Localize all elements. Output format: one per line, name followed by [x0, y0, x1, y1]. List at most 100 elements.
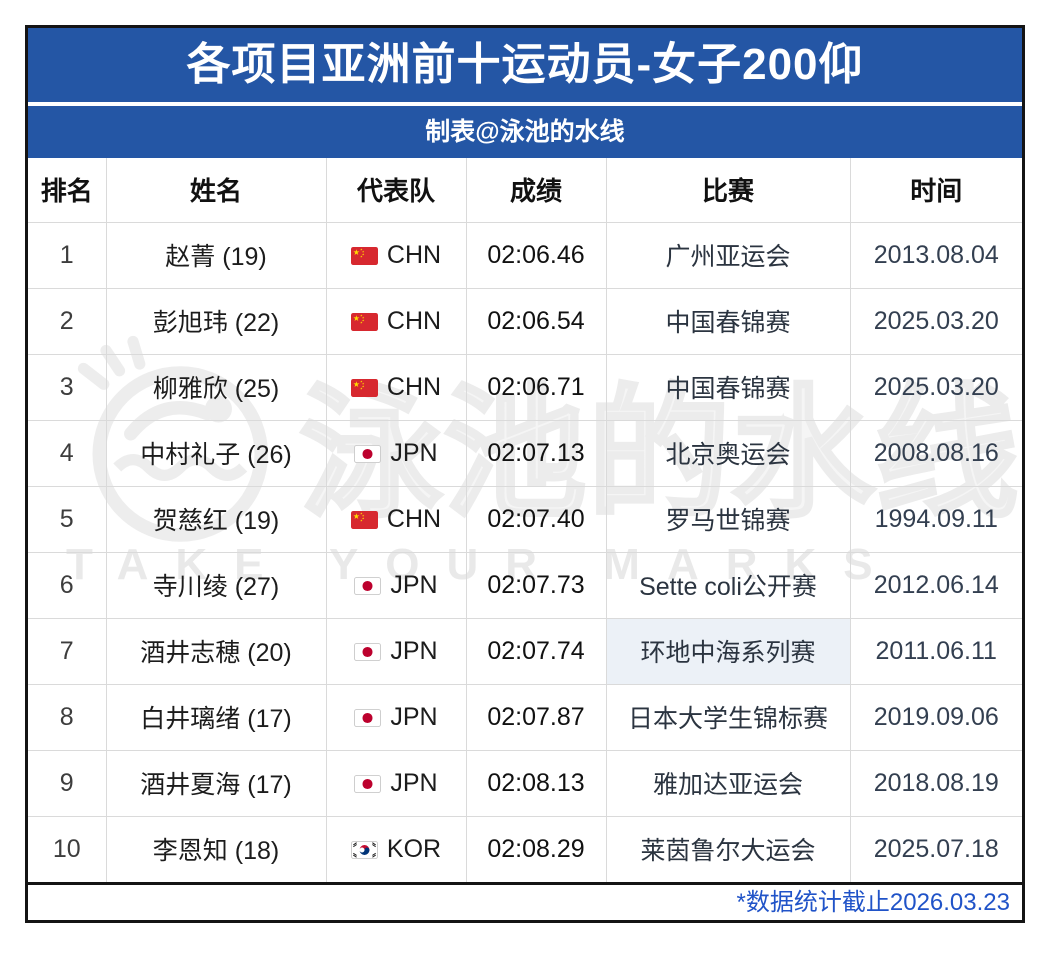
table-row: 4 中村礼子 (26) JPN 02:07.13 北京奥运会 2008.08.16 [28, 420, 1022, 487]
table-row: 3 柳雅欣 (25) CHN 02:06.71 中国春锦赛 2025.03.20 [28, 354, 1022, 421]
table-row: 9 酒井夏海 (17) JPN 02:08.13 雅加达亚运会 2018.08.19 [28, 750, 1022, 817]
competition-cell: 环地中海系列赛 [606, 618, 851, 685]
column-header: 成绩 [466, 158, 607, 223]
result-cell: 02:06.71 [466, 354, 607, 421]
column-header: 排名 [28, 158, 107, 223]
header-row: 排名 姓名 代表队 成绩 比赛 时间 [28, 158, 1022, 223]
table-row: 7 酒井志穂 (20) JPN 02:07.74 环地中海系列赛 2011.06.11 [28, 618, 1022, 685]
result-cell: 02:07.40 [466, 486, 607, 553]
competition-cell: 广州亚运会 [606, 222, 851, 289]
footer-band: *数据统计截止2026.03.23 [28, 882, 1022, 920]
date-cell: 2008.08.16 [850, 420, 1022, 487]
team-cell: JPN [326, 420, 467, 487]
competition-cell: 雅加达亚运会 [606, 750, 851, 817]
flag-jpn-icon [354, 637, 382, 666]
competition-cell: 中国春锦赛 [606, 288, 851, 355]
competition-cell: 日本大学生锦标赛 [606, 684, 851, 751]
competition-cell: 北京奥运会 [606, 420, 851, 487]
result-cell: 02:07.13 [466, 420, 607, 487]
team-code: CHN [386, 372, 442, 401]
team-cell: CHN [326, 288, 467, 355]
team-code: JPN [390, 768, 438, 797]
date-cell: 2025.07.18 [873, 834, 999, 863]
competition-cell: Sette coli公开赛 [606, 552, 851, 619]
flag-kor-icon [350, 835, 378, 864]
flag-jpn-icon [354, 769, 382, 798]
rank-cell: 4 [28, 420, 107, 487]
name-cell: 寺川绫 (27) [106, 552, 327, 619]
rank-cell: 8 [28, 684, 107, 751]
team-code: CHN [386, 306, 442, 335]
subtitle-band: 制表@泳池的水线 [28, 106, 1022, 158]
title-band: 各项目亚洲前十运动员-女子200仰 [28, 28, 1022, 106]
rank-cell: 6 [28, 552, 107, 619]
column-header: 时间 [850, 158, 1022, 223]
table-row: 6 寺川绫 (27) JPN 02:07.73 Sette coli公开赛 2012.06… [28, 552, 1022, 619]
flag-chn-icon [350, 241, 378, 270]
team-code: CHN [386, 504, 442, 533]
flag-chn-icon [350, 373, 378, 402]
ranking-table: 排名 姓名 代表队 成绩 比赛 时间 1 赵菁 (19) CHN 02:06.46 广州亚运会 20… [28, 158, 1022, 882]
team-code: JPN [390, 438, 438, 467]
team-code: JPN [390, 570, 438, 599]
team-code: KOR [386, 834, 442, 863]
team-code: CHN [386, 240, 442, 269]
table-row: 8 白井璃绪 (17) JPN 02:07.87 日本大学生锦标赛 2019.09.06 [28, 684, 1022, 751]
column-header: 比赛 [606, 158, 851, 223]
name-cell: 酒井夏海 (17) [106, 750, 327, 817]
date-cell: 2018.08.19 [850, 750, 1022, 817]
flag-chn-icon [350, 505, 378, 534]
date-cell: 2019.09.06 [850, 684, 1022, 751]
team-cell: JPN [326, 750, 467, 817]
team-cell: CHN [326, 486, 467, 553]
result-cell: 02:06.46 [466, 222, 607, 289]
rank-cell: 10 [28, 816, 107, 882]
date-cell: 2025.03.20 [850, 354, 1022, 421]
date-cell: 1994.09.11 [850, 486, 1022, 553]
name-cell: 酒井志穂 (20) [106, 618, 327, 685]
name-cell: 白井璃绪 (17) [106, 684, 327, 751]
name-cell: 李恩知 (18) [106, 816, 327, 882]
page-subtitle: 制表@泳池的水线 [425, 117, 625, 146]
table-row: 10 李恩知 (18) KOR 02:08.29 莱茵鲁尔大运会 2025.07.18 [28, 816, 1022, 882]
table-body: 1 赵菁 (19) CHN 02:06.46 广州亚运会 2013.08.04 2 彭旭玮 (… [28, 222, 1022, 882]
result-cell: 02:08.29 [466, 816, 607, 882]
date-cell: 2012.06.14 [850, 552, 1022, 619]
page-title: 各项目亚洲前十运动员-女子200仰 [186, 40, 864, 89]
result-cell: 02:06.54 [466, 288, 607, 355]
table-row: 1 赵菁 (19) CHN 02:06.46 广州亚运会 2013.08.04 [28, 222, 1022, 289]
name-cell: 柳雅欣 (25) [106, 354, 327, 421]
name-cell: 贺慈红 (19) [106, 486, 327, 553]
date-cell: 2025.03.20 [850, 288, 1022, 355]
flag-jpn-icon [354, 439, 382, 468]
team-code: JPN [390, 702, 438, 731]
team-cell: JPN [326, 552, 467, 619]
name-cell: 彭旭玮 (22) [106, 288, 327, 355]
date-cell: 2013.08.04 [850, 222, 1022, 289]
team-cell: CHN [326, 354, 467, 421]
competition-cell: 罗马世锦赛 [606, 486, 851, 553]
result-cell: 02:07.74 [466, 618, 607, 685]
date-cell: 2011.06.11 [850, 618, 1022, 685]
rank-cell: 5 [28, 486, 107, 553]
rank-cell: 7 [28, 618, 107, 685]
rank-cell: 2 [28, 288, 107, 355]
result-cell: 02:08.13 [466, 750, 607, 817]
rank-cell: 1 [28, 222, 107, 289]
flag-jpn-icon [354, 571, 382, 600]
name-cell: 赵菁 (19) [106, 222, 327, 289]
team-cell: KOR [326, 816, 467, 882]
result-cell: 02:07.87 [466, 684, 607, 751]
result-cell: 02:07.73 [466, 552, 607, 619]
competition-cell: 莱茵鲁尔大运会 [606, 816, 851, 882]
flag-jpn-icon [354, 703, 382, 732]
table-row: 5 贺慈红 (19) CHN 02:07.40 罗马世锦赛 1994.09.11 [28, 486, 1022, 553]
team-code: JPN [390, 636, 438, 665]
ranking-table-card: 泳池的水线 TAKE YOUR MARKS 各项目亚洲前十运动员-女子200仰 … [25, 25, 1025, 923]
team-cell: JPN [326, 618, 467, 685]
table-row: 2 彭旭玮 (22) CHN 02:06.54 中国春锦赛 2025.03.20 [28, 288, 1022, 355]
data-cutoff-note: *数据统计截止2026.03.23 [736, 888, 1010, 916]
competition-cell: 中国春锦赛 [606, 354, 851, 421]
rank-cell: 3 [28, 354, 107, 421]
column-header: 姓名 [106, 158, 327, 223]
